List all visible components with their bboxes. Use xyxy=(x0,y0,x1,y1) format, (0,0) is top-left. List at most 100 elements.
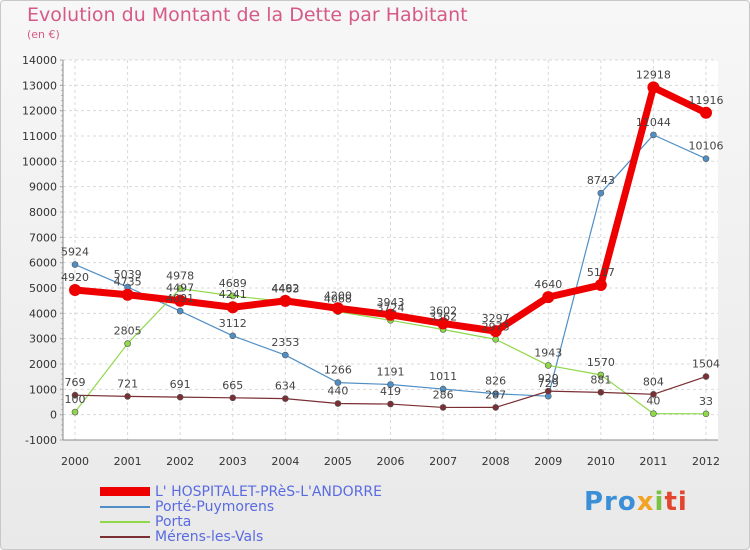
y-tick-label: -1000 xyxy=(25,434,57,447)
chart-subtitle: (en €) xyxy=(27,28,60,41)
series-point-2 xyxy=(439,404,447,411)
series-point-1 xyxy=(229,292,237,300)
x-tick-label: 2002 xyxy=(166,455,194,468)
series-point-0 xyxy=(702,155,710,162)
series-point-1 xyxy=(176,285,184,292)
data-label-0: 5039 xyxy=(114,268,142,281)
series-point-3 xyxy=(226,301,239,314)
legend-label-porta: Porta xyxy=(155,514,192,530)
series-point-2 xyxy=(702,373,710,380)
data-label-1: 33 xyxy=(699,395,713,408)
data-label-1: 40 xyxy=(646,395,660,408)
series-point-2 xyxy=(492,404,499,411)
data-label-3: 11916 xyxy=(689,94,724,107)
x-tick-label: 2008 xyxy=(482,455,510,468)
x-tick-label: 2003 xyxy=(219,455,247,468)
series-point-0 xyxy=(387,381,394,388)
x-tick-label: 2010 xyxy=(587,455,615,468)
legend-swatch-porte xyxy=(100,506,150,508)
data-label-1: 2973 xyxy=(482,320,510,333)
series-point-2 xyxy=(71,391,79,399)
data-label-0: 826 xyxy=(485,375,506,388)
legend-item-porte: Porté-Puymorens xyxy=(100,499,420,515)
y-tick-label: 3000 xyxy=(29,333,57,346)
series-point-0 xyxy=(439,385,447,393)
y-tick-label: 8000 xyxy=(29,206,57,219)
legend-item-hospitalet: L' HOSPITALET-PRèS-L'ANDORRE xyxy=(100,484,420,500)
data-label-2: 665 xyxy=(222,379,243,392)
series-point-1 xyxy=(124,340,131,347)
x-tick-label: 2005 xyxy=(324,455,352,468)
series-point-1 xyxy=(492,336,499,343)
series-point-2 xyxy=(282,395,289,402)
legend-item-merens: Mérens-les-Vals xyxy=(100,529,420,545)
data-label-3: 4492 xyxy=(271,282,299,295)
series-point-3 xyxy=(69,284,81,297)
data-label-0: 1191 xyxy=(377,365,405,378)
y-tick-label: 12000 xyxy=(22,105,57,118)
x-tick-label: 2009 xyxy=(534,455,562,468)
series-point-3 xyxy=(594,279,607,292)
data-label-2: 804 xyxy=(643,375,664,388)
data-label-3: 4640 xyxy=(534,278,562,291)
data-label-1: 3362 xyxy=(429,310,457,323)
data-label-2: 881 xyxy=(590,373,611,386)
series-point-3 xyxy=(384,308,397,321)
series-point-0 xyxy=(334,379,342,386)
data-label-2: 287 xyxy=(485,388,506,401)
data-label-3: 3602 xyxy=(429,304,457,317)
series-point-0 xyxy=(71,261,79,268)
data-label-1: 4978 xyxy=(166,270,194,283)
series-point-0 xyxy=(282,351,289,359)
data-label-1: 1570 xyxy=(587,356,615,369)
series-point-3 xyxy=(542,291,555,304)
data-label-2: 769 xyxy=(65,376,86,389)
data-label-3: 4497 xyxy=(166,282,194,295)
legend-label-porte: Porté-Puymorens xyxy=(155,499,275,515)
series-point-2 xyxy=(229,394,237,402)
y-tick-label: 6000 xyxy=(29,257,57,270)
data-label-0: 2353 xyxy=(271,336,299,349)
series-point-1 xyxy=(650,410,657,417)
data-label-0: 8743 xyxy=(587,174,615,187)
legend-swatch-merens xyxy=(100,536,150,538)
series-point-3 xyxy=(331,302,344,315)
series-point-3 xyxy=(279,294,292,307)
data-label-2: 721 xyxy=(117,377,138,390)
proxiti-logo: Proxiti xyxy=(584,487,688,517)
data-label-1: 3724 xyxy=(377,301,405,314)
data-label-0: 729 xyxy=(538,377,559,390)
data-label-0: 3112 xyxy=(219,317,247,330)
data-label-2: 286 xyxy=(433,388,454,401)
data-label-2: 634 xyxy=(275,380,296,393)
series-point-1 xyxy=(702,410,710,418)
data-label-1: 4068 xyxy=(324,293,352,306)
data-label-3: 5117 xyxy=(587,266,615,279)
x-tick-label: 2012 xyxy=(692,455,720,468)
y-tick-label: 4000 xyxy=(29,307,57,320)
x-tick-label: 2011 xyxy=(639,455,667,468)
y-tick-label: 14000 xyxy=(22,54,57,67)
data-label-1: 1943 xyxy=(534,346,562,359)
series-point-3 xyxy=(647,81,660,94)
series-point-1 xyxy=(71,408,79,416)
series-point-0 xyxy=(597,189,605,197)
data-label-1: 100 xyxy=(65,393,86,406)
series-point-3 xyxy=(437,317,450,330)
data-label-1: 4463 xyxy=(271,283,299,296)
y-tick-label: 10000 xyxy=(22,155,57,168)
series-point-0 xyxy=(650,131,657,139)
x-tick-label: 2006 xyxy=(377,455,405,468)
data-label-0: 10106 xyxy=(689,140,724,153)
series-point-3 xyxy=(489,325,502,338)
y-tick-label: 13000 xyxy=(22,79,57,92)
data-label-0: 11044 xyxy=(636,116,671,129)
series-point-2 xyxy=(124,393,131,400)
series-point-1 xyxy=(544,362,552,369)
x-tick-label: 2000 xyxy=(61,455,89,468)
data-label-2: 1504 xyxy=(692,358,720,371)
y-tick-label: 1000 xyxy=(29,383,57,396)
data-label-2: 440 xyxy=(327,385,348,398)
legend-label-merens: Mérens-les-Vals xyxy=(155,529,264,545)
chart-title: Evolution du Montant de la Dette par Hab… xyxy=(27,4,468,26)
